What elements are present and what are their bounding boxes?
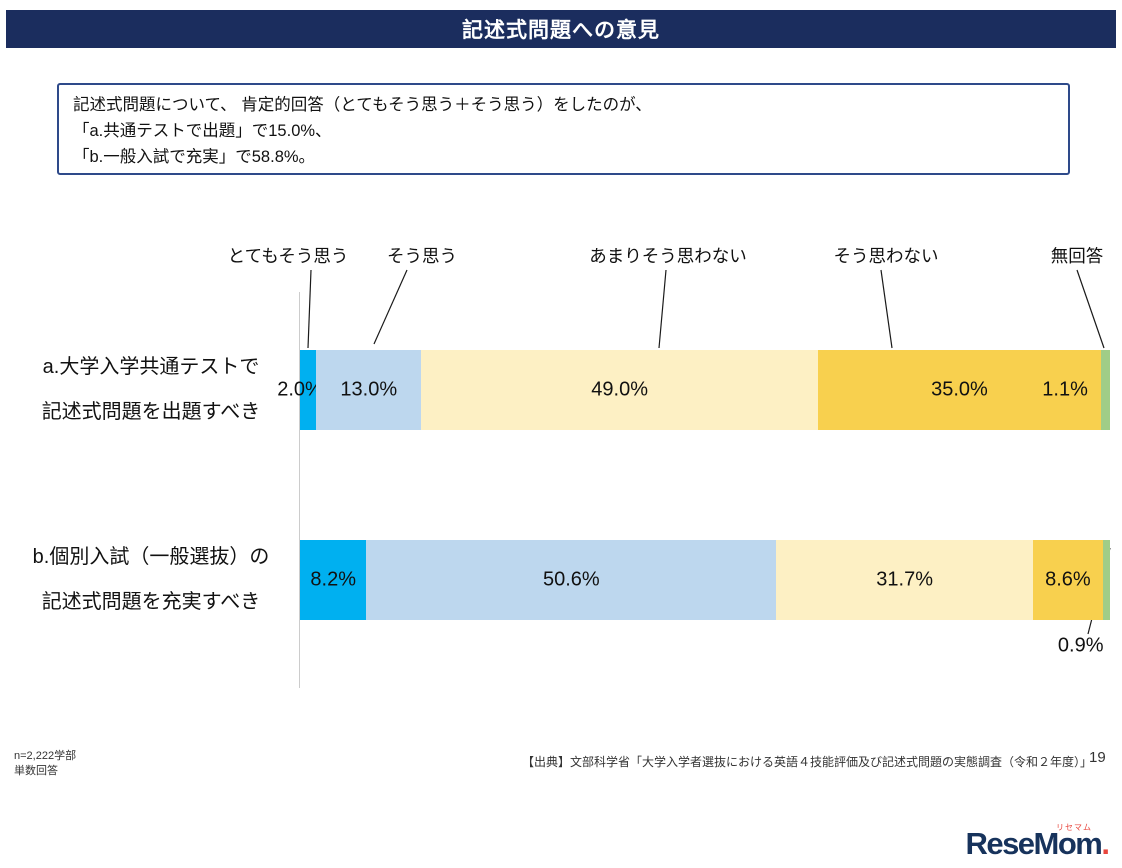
bar-a-category-label: a.大学入学共通テストで 記述式問題を出題すべき — [8, 344, 294, 436]
bar-b-segment-agree — [366, 540, 777, 620]
bar-a-value-disagree: 35.0% — [931, 378, 988, 401]
category-label-line: a.大学入学共通テストで — [42, 356, 260, 378]
legend-label-agree: そう思う — [387, 246, 457, 266]
logo-text: ReseMom — [965, 826, 1102, 861]
bar-a-value-agree: 13.0% — [340, 378, 398, 401]
source-note: 【出典】文部科学省「大学入学者選抜における英語４技能評価及び記述式問題の実態調査… — [522, 755, 1093, 769]
bar-a-segment-very-agree — [300, 350, 317, 430]
category-label-line: b.個別入試（一般選抜）の — [32, 546, 270, 568]
bar-b-segment-somewhat-disagree — [776, 540, 1034, 620]
page-number: 19 — [1089, 749, 1106, 766]
summary-box: 記述式問題について、 肯定的回答（とてもそう思う＋そう思う）をしたのが、 「a.… — [57, 83, 1070, 175]
chart-axis-line — [299, 292, 300, 688]
sample-size: n=2,222学部 — [14, 750, 77, 762]
category-label-line: 記述式問題を出題すべき — [41, 401, 261, 423]
bar-a-value-no-answer: 1.1% — [1042, 378, 1088, 401]
category-label-line: 記述式問題を充実すべき — [41, 591, 261, 613]
bar-a-value-somewhat-disagree: 49.0% — [591, 378, 648, 401]
legend-label-very-agree: とてもそう思う — [227, 246, 349, 266]
bar-b-value-agree: 50.6% — [542, 568, 600, 591]
page-title: 記述式問題への意見 — [462, 19, 660, 42]
resemom-logo: リセマム ReseMom. — [965, 823, 1110, 862]
summary-line-3: 「b.一般入試で充実」で58.8%。 — [73, 148, 316, 166]
bar-b-value-no-answer: 0.9% — [1057, 634, 1104, 657]
bar-b-segment-very-agree — [300, 540, 367, 620]
logo-dot: . — [1101, 826, 1110, 861]
bar-a-segment-agree — [316, 350, 422, 430]
bar-a-segment-disagree — [817, 350, 1102, 430]
bar-b-value-somewhat-disagree: 31.7% — [876, 568, 934, 591]
bar-b-segment-no-answer — [1102, 540, 1110, 620]
legend-label-disagree: そう思わない — [833, 246, 939, 266]
summary-line-1: 記述式問題について、 肯定的回答（とてもそう思う＋そう思う）をしたのが、 — [73, 96, 652, 114]
bar-a-value-very-agree: 2.0% — [277, 378, 323, 401]
sample-note: n=2,222学部 単数回答 — [14, 749, 76, 780]
bar-b-category-label: b.個別入試（一般選抜）の 記述式問題を充実すべき — [8, 534, 294, 626]
bar-b-segment-disagree — [1033, 540, 1103, 620]
legend-label-somewhat-disagree: あまりそう思わない — [589, 246, 747, 266]
bar-a-segment-no-answer — [1101, 350, 1110, 430]
header-bar: 記述式問題への意見 — [6, 10, 1116, 48]
bar-b-value-very-agree: 8.2% — [310, 568, 356, 591]
logo-ruby: リセマム — [1056, 823, 1092, 832]
answer-type: 単数回答 — [14, 765, 58, 778]
summary-line-2: 「a.共通テストで出題」で15.0%、 — [73, 122, 332, 140]
bar-b-value-disagree: 8.6% — [1045, 568, 1091, 591]
legend-label-no-answer: 無回答 — [1050, 246, 1104, 266]
bar-a-segment-somewhat-disagree — [421, 350, 818, 430]
